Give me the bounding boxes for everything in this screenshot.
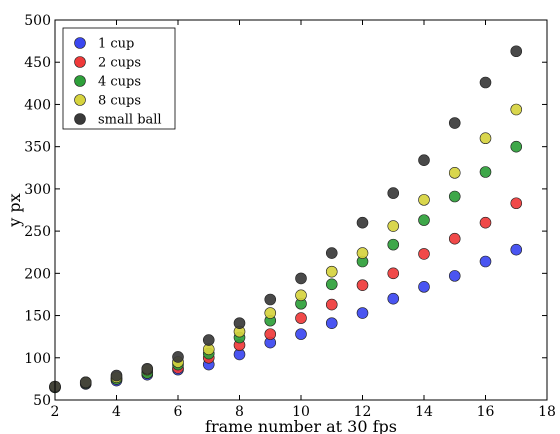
data-point [448, 117, 461, 129]
x-tick-label: 8 [235, 404, 244, 420]
legend-label: 2 cups [98, 56, 141, 71]
legend: 1 cup 2 cups 4 cups 8 cups small ball [62, 27, 176, 130]
data-point [510, 243, 523, 256]
legend-label: 1 cup [98, 37, 134, 52]
x-tick-label: 4 [112, 404, 121, 420]
data-point [418, 281, 430, 293]
data-point [325, 298, 338, 311]
y-tick-label: 350 [24, 140, 51, 156]
points-layer [49, 45, 523, 394]
data-point [202, 334, 215, 346]
data-point [295, 289, 307, 302]
data-point [325, 265, 338, 278]
legend-marker [74, 37, 86, 49]
y-tick-label: 450 [24, 55, 51, 71]
series-1-cup [49, 243, 523, 394]
series-8-cups [49, 103, 523, 393]
data-point [387, 238, 400, 251]
data-point [356, 307, 369, 319]
series-2-cups [49, 197, 523, 394]
data-point [264, 293, 277, 306]
x-tick-label: 10 [292, 404, 310, 420]
data-point [356, 279, 369, 291]
data-point [418, 194, 430, 206]
x-tick-label: 12 [354, 404, 372, 420]
series-4-cups [49, 140, 523, 394]
x-tick-label: 16 [477, 404, 495, 420]
data-point [172, 351, 184, 363]
legend-marker [74, 94, 86, 106]
y-tick-label: 400 [24, 97, 51, 113]
data-point [295, 272, 307, 285]
legend-label: small ball [98, 113, 162, 128]
data-point [510, 197, 523, 210]
y-axis-label: y px [5, 193, 24, 227]
plot-frame [54, 19, 548, 401]
data-point [448, 270, 461, 282]
data-point [479, 255, 492, 268]
x-tick-label: 2 [51, 404, 60, 420]
data-point [510, 140, 523, 153]
data-point [479, 76, 492, 89]
legend-marker [74, 75, 86, 87]
data-point [325, 278, 338, 291]
data-point [510, 103, 523, 116]
x-tick-label: 6 [174, 404, 183, 420]
y-tick-label: 200 [24, 266, 51, 282]
data-point [448, 190, 461, 203]
data-point [325, 317, 338, 329]
x-tick-label: 14 [415, 404, 433, 420]
y-tick-label: 50 [33, 393, 51, 409]
y-tick-label: 250 [24, 224, 51, 240]
data-point [79, 376, 92, 389]
data-point [233, 317, 246, 329]
legend-marker [74, 56, 86, 68]
data-point [264, 307, 277, 319]
data-point [264, 328, 277, 340]
data-point [356, 216, 369, 229]
data-point [479, 132, 492, 145]
y-tick-label: 100 [24, 351, 51, 367]
data-point [479, 166, 492, 178]
legend-label: 8 cups [98, 94, 141, 109]
data-point [387, 267, 400, 280]
y-tick-label: 500 [24, 13, 51, 29]
data-point [387, 187, 400, 199]
data-point [356, 247, 369, 259]
y-tick-label: 300 [24, 182, 51, 198]
data-point [295, 328, 307, 340]
data-point [295, 312, 307, 324]
data-point [387, 292, 400, 305]
legend-marker [74, 113, 86, 125]
x-tick-label: 18 [538, 404, 556, 420]
y-tick-label: 150 [24, 309, 51, 325]
data-point [448, 232, 461, 245]
data-point [418, 154, 430, 166]
data-point [479, 216, 492, 229]
data-point [387, 220, 400, 232]
series-small-ball [49, 45, 523, 393]
data-point [418, 214, 430, 226]
data-point [418, 248, 430, 260]
x-axis-label: frame number at 30 fps [205, 417, 397, 434]
data-point [510, 45, 523, 58]
data-point [110, 369, 123, 382]
data-point [448, 167, 461, 179]
legend-label: 4 cups [98, 75, 141, 90]
data-point [141, 362, 154, 375]
tick-layer: 2 4 6 8 10 12 14 16 18 50 100 150 200 250 300 350 400 450… [24, 13, 556, 420]
data-point [325, 247, 338, 259]
